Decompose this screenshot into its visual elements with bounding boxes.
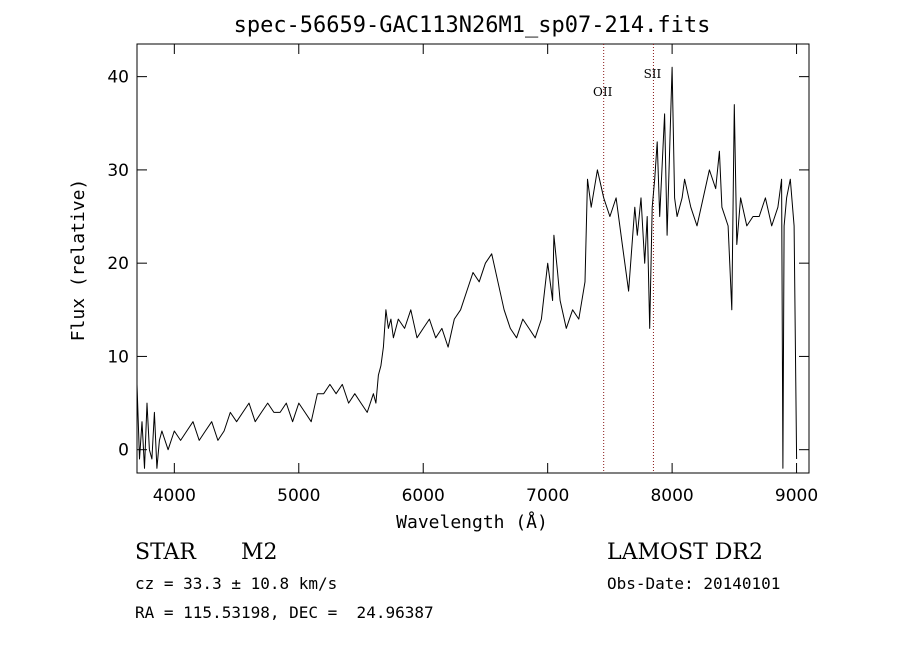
y-tick-label: 10 <box>107 347 129 367</box>
object-class: STAR <box>135 540 196 565</box>
coordinates-text: RA = 115.53198, DEC = 24.96387 <box>135 603 434 622</box>
marker-label-sii: SII <box>644 67 662 81</box>
velocity-text: cz = 33.3 ± 10.8 km/s <box>135 574 338 593</box>
x-tick-label: 7000 <box>526 486 569 506</box>
line-markers: OII SII <box>593 44 662 473</box>
plot-frame <box>136 43 810 474</box>
spectrum-line <box>136 66 798 469</box>
x-tick-label: 5000 <box>277 486 320 506</box>
x-tick-label: 6000 <box>402 486 445 506</box>
x-axis-label: Wavelength (Å) <box>396 511 548 533</box>
y-tick-label: 20 <box>107 254 129 274</box>
y-axis-label: Flux (relative) <box>68 179 89 342</box>
obs-date-text: Obs-Date: 20140101 <box>607 574 781 593</box>
x-tick-label: 9000 <box>775 486 818 506</box>
survey-name: LAMOST DR2 <box>607 540 763 565</box>
y-tick-label: 30 <box>107 161 129 181</box>
y-tick-label: 40 <box>107 68 129 88</box>
y-tick-label: 0 <box>118 441 129 461</box>
x-tick-label: 4000 <box>153 486 196 506</box>
marker-label-oii: OII <box>593 85 613 99</box>
x-tick-label: 8000 <box>650 486 693 506</box>
axis-ticks: 4000 5000 6000 7000 8000 9000 0 10 20 30 40 <box>107 44 818 506</box>
chart-title: spec-56659-GAC113N26M1_sp07-214.fits <box>234 13 711 38</box>
object-subclass: M2 <box>241 540 278 565</box>
